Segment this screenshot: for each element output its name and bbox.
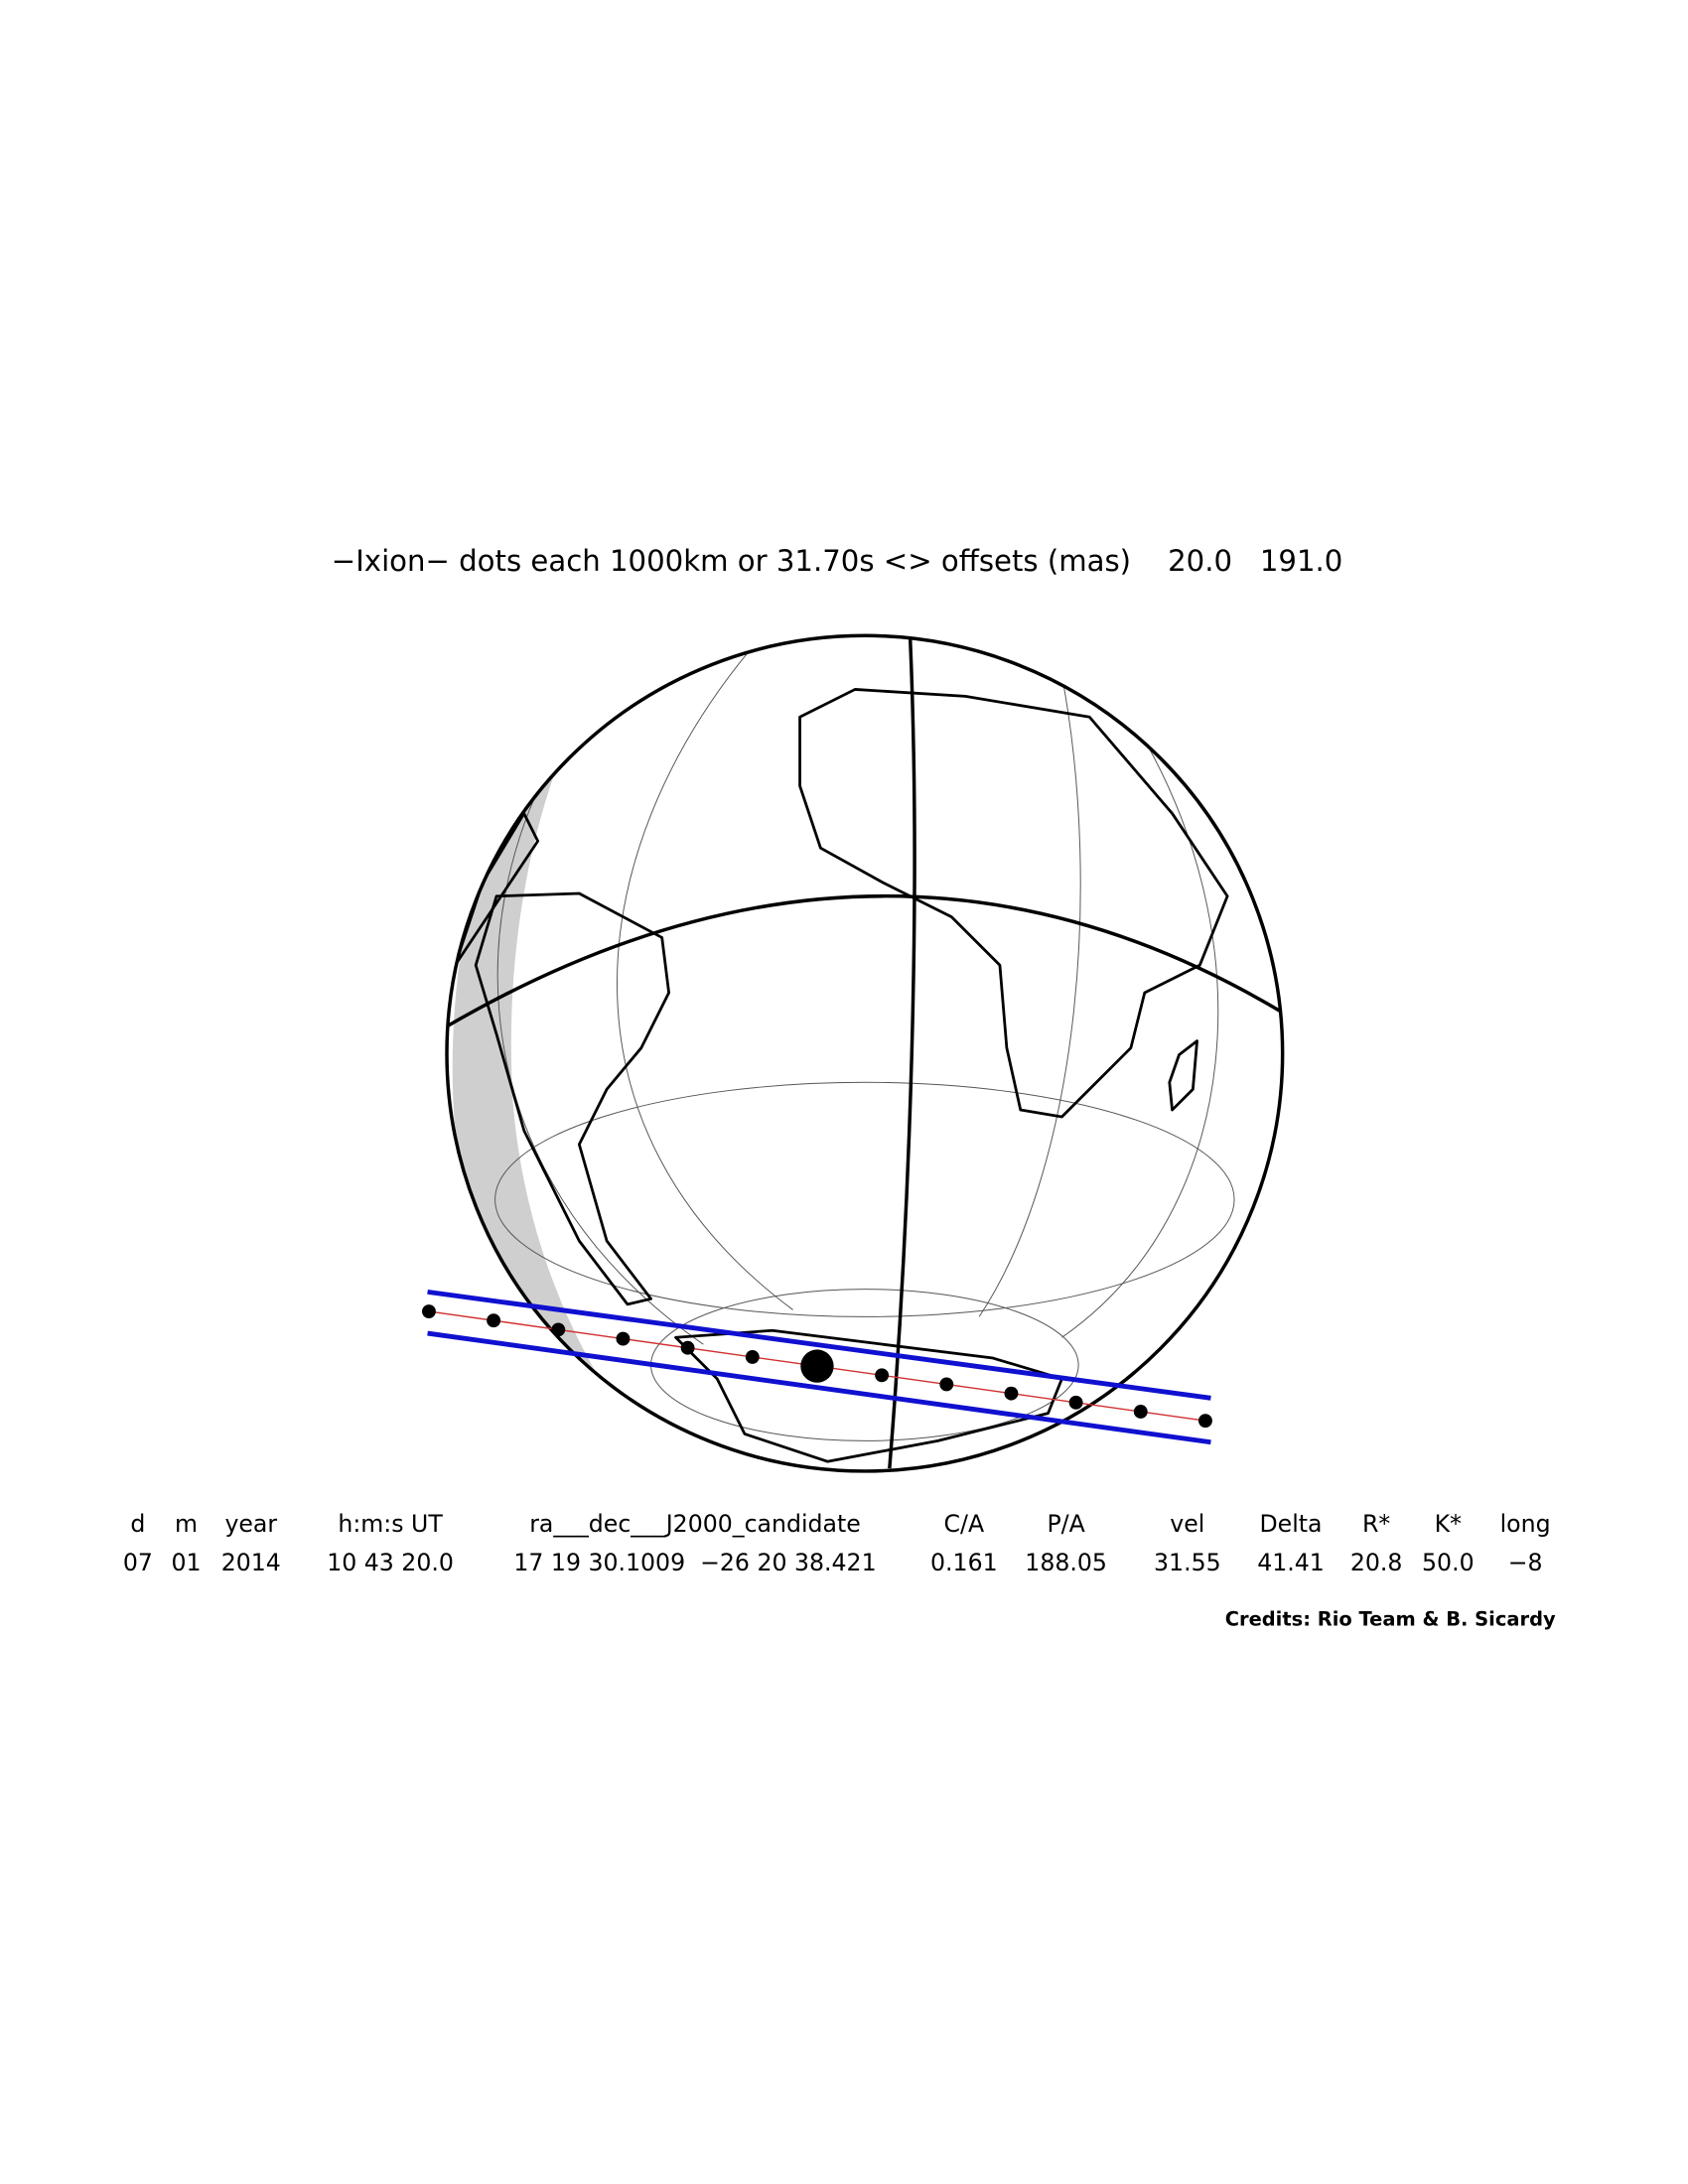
shadow-path	[422, 1289, 1212, 1445]
column-value: 10 43 20.0	[327, 1549, 454, 1576]
column-value: 07	[123, 1549, 153, 1576]
south-america	[474, 891, 670, 1306]
column-header: long	[1500, 1510, 1551, 1538]
central-instant	[800, 1349, 834, 1383]
column-value: 41.41	[1257, 1549, 1325, 1576]
africa	[798, 688, 1229, 1119]
globe-disk	[447, 635, 1283, 1471]
time-dot	[616, 1331, 631, 1346]
time-dot	[1068, 1395, 1083, 1410]
shadow-edge	[427, 1330, 1211, 1445]
column-header: Delta	[1260, 1510, 1323, 1538]
column-value: −8	[1508, 1549, 1543, 1576]
event-table: d m year h:m:s UT ra___dec___J2000_candidate…	[123, 1510, 1551, 1576]
column-header: P/A	[1047, 1510, 1084, 1538]
shadow-edge	[427, 1289, 1211, 1401]
column-value: 2014	[221, 1549, 281, 1576]
time-dot	[939, 1377, 954, 1392]
time-dot	[422, 1304, 436, 1318]
credits: Credits: Rio Team & B. Sicardy	[1225, 1607, 1556, 1630]
column-header: K*	[1435, 1510, 1462, 1538]
meridian	[1061, 716, 1219, 1338]
column-header: R*	[1362, 1510, 1390, 1538]
column-header: d	[130, 1510, 145, 1538]
time-dot	[680, 1340, 695, 1355]
time-dot	[487, 1313, 501, 1328]
time-dot	[1198, 1414, 1212, 1429]
meridian	[617, 647, 793, 1310]
column-value: 31.55	[1154, 1549, 1221, 1576]
night-shade	[452, 661, 648, 1448]
column-value: 17 19 30.1009 −26 20 38.421	[513, 1549, 876, 1576]
column-header: C/A	[944, 1510, 985, 1538]
column-header: ra___dec___J2000_candidate	[529, 1510, 861, 1538]
column-value: 20.8	[1350, 1549, 1403, 1576]
meridian	[978, 675, 1081, 1317]
globe-limb	[445, 633, 1285, 1473]
time-dot	[551, 1322, 566, 1337]
time-dots	[422, 1304, 1212, 1429]
column-value: 01	[171, 1549, 201, 1576]
parallel	[494, 1081, 1235, 1317]
madagascar	[1168, 1039, 1198, 1112]
column-header: m	[175, 1510, 198, 1538]
column-value: 188.05	[1025, 1549, 1107, 1576]
time-dot	[1133, 1405, 1148, 1419]
globe	[445, 633, 1285, 1473]
column-value: 50.0	[1422, 1549, 1475, 1576]
column-header: h:m:s UT	[338, 1510, 443, 1538]
time-dot	[745, 1349, 760, 1364]
equator	[447, 893, 1283, 1029]
antarctica	[674, 1328, 1063, 1463]
time-dot	[875, 1368, 890, 1383]
map-title: −Ixion− dots each 1000km or 31.70s <> of…	[332, 544, 1343, 578]
column-value: 0.161	[930, 1549, 998, 1576]
column-header: vel	[1170, 1510, 1204, 1538]
time-dot	[1004, 1386, 1019, 1401]
column-header: year	[224, 1510, 277, 1538]
